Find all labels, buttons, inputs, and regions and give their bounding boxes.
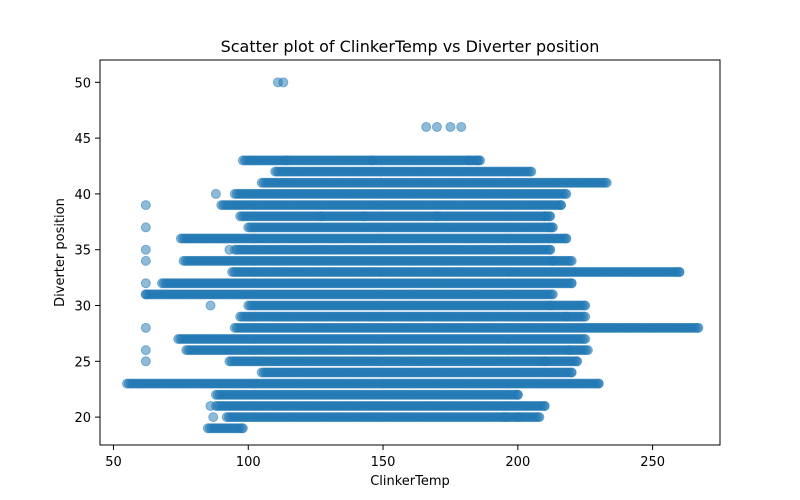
y-tick-label: 25 [74,355,91,370]
data-point [316,211,327,222]
data-point [545,244,556,255]
data-point [445,121,456,132]
data-point [359,211,370,222]
data-point [278,77,289,88]
y-axis-label: Diverter position [53,198,68,307]
data-point [580,333,591,344]
data-point [539,211,550,222]
data-point [499,412,510,423]
data-point [564,345,575,356]
data-point [281,155,291,166]
x-tick-label: 100 [236,455,261,470]
data-point [205,400,216,411]
data-point [512,389,523,400]
data-point [693,322,704,333]
data-point [140,345,151,356]
y-tick-label: 20 [74,411,91,426]
scatter-points [121,77,704,434]
data-point [210,188,221,199]
data-point [572,356,583,367]
data-point [140,200,151,211]
data-point [566,367,577,378]
data-point [140,278,151,289]
y-tick-label: 30 [74,300,91,315]
y-tick-label: 50 [74,76,91,91]
x-axis-label: ClinkerTemp [370,474,450,489]
y-tick-label: 45 [74,132,91,147]
data-point [534,412,545,423]
data-point [367,155,378,166]
data-point [224,244,235,255]
x-tick-label: 250 [640,455,665,470]
data-point [421,121,432,132]
data-point [561,311,572,322]
data-point [593,378,604,389]
x-tick-label: 50 [105,455,122,470]
data-point [566,278,577,289]
data-point [140,289,151,300]
data-point [512,412,523,423]
chart-title: Scatter plot of ClinkerTemp vs Diverter … [221,37,600,56]
data-point [539,356,550,367]
data-point [237,423,248,434]
y-tick-label: 40 [74,188,91,203]
data-point [674,267,685,278]
data-point [601,177,612,188]
data-point [140,322,151,333]
data-point [545,222,556,233]
data-point [580,311,591,322]
data-point [472,155,483,166]
data-point [431,121,442,132]
data-point [539,400,550,411]
data-point [526,166,537,177]
data-point [582,345,593,356]
data-point [545,300,556,311]
data-point [140,356,151,367]
data-point [580,300,591,311]
y-tick-label: 35 [74,244,91,259]
data-point [547,255,558,266]
data-point [140,255,151,266]
data-point [431,211,442,222]
data-point [555,200,566,211]
data-point [456,121,467,132]
data-point [547,289,558,300]
data-point [140,222,151,233]
data-point [561,188,572,199]
data-point [140,244,151,255]
x-tick-label: 200 [505,455,530,470]
data-point [205,300,216,311]
data-point [561,233,572,244]
data-point [208,412,219,423]
x-tick-label: 150 [371,455,396,470]
data-point [566,255,577,266]
